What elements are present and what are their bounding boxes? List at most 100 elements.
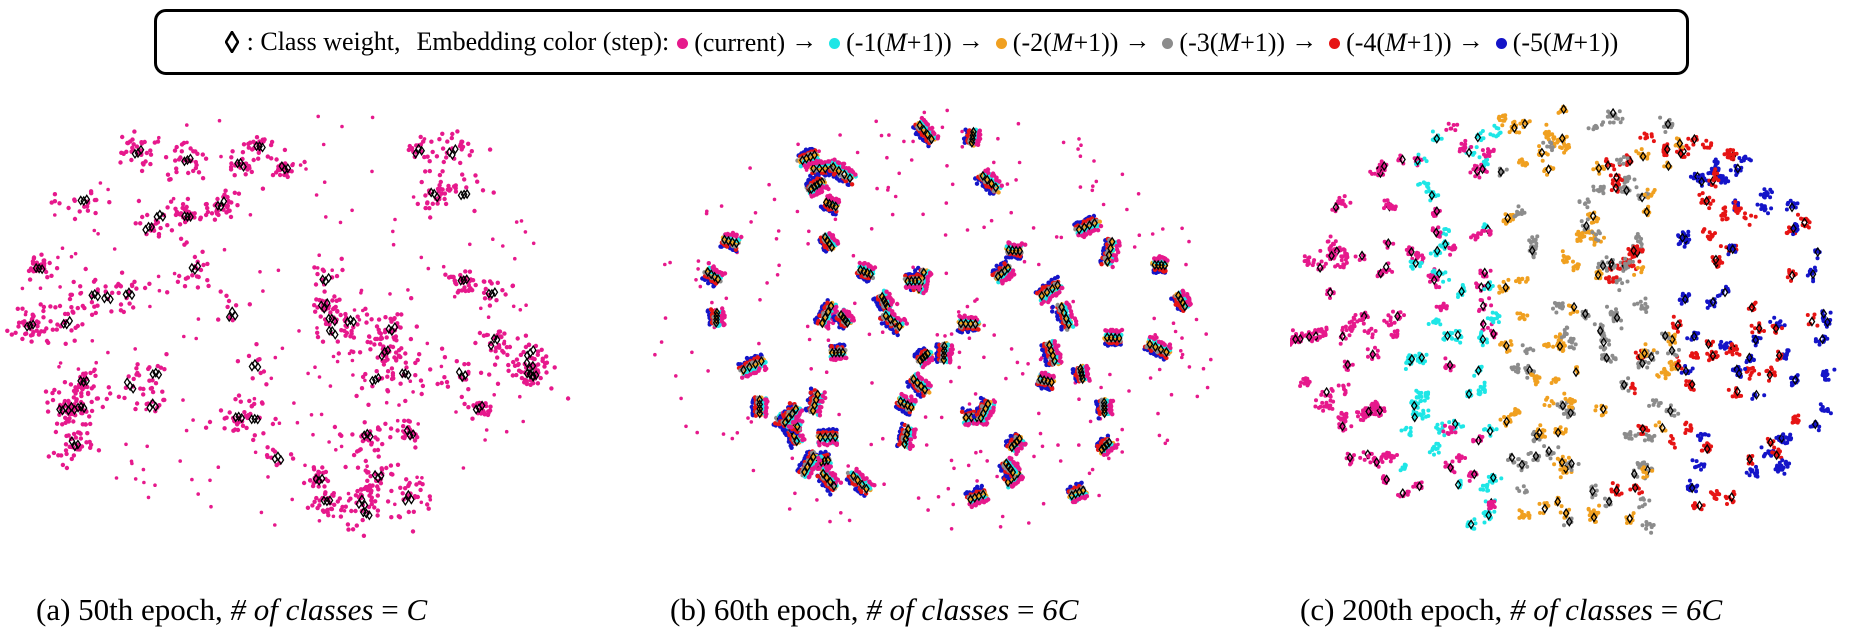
embedding-point	[423, 193, 428, 198]
embedding-point	[391, 242, 396, 247]
embedding-point	[262, 137, 267, 142]
embedding-point	[353, 508, 358, 514]
embedding-point	[49, 273, 54, 278]
embedding-point	[828, 492, 833, 497]
embedding-point	[124, 442, 128, 447]
embedding-point	[370, 483, 375, 488]
embedding-point	[236, 393, 242, 398]
embedding-point	[273, 416, 278, 422]
embedding-point	[403, 398, 408, 404]
embedding-point	[800, 419, 805, 424]
class-weight-marker	[1079, 373, 1086, 385]
embedding-point	[815, 321, 821, 326]
embedding-point	[145, 212, 150, 218]
embedding-point	[443, 201, 449, 207]
embedding-point	[736, 362, 741, 367]
class-weight-marker	[826, 476, 834, 488]
embedding-point	[130, 145, 135, 150]
embedding-point	[73, 385, 78, 390]
class-weight-marker	[1009, 466, 1017, 478]
embedding-point	[746, 416, 750, 420]
embedding-point	[392, 355, 397, 360]
embedding-point	[493, 349, 498, 354]
embedding-point	[376, 327, 381, 332]
embedding-point	[458, 272, 463, 278]
embedding-point	[133, 347, 137, 351]
embedding-point	[1194, 317, 1199, 322]
embedding-point	[1094, 179, 1099, 184]
embedding-point	[248, 213, 253, 217]
embedding-point	[355, 322, 360, 327]
embedding-point	[412, 438, 418, 443]
class-weight-marker	[854, 474, 862, 486]
embedding-point	[452, 278, 457, 283]
embedding-point	[92, 369, 96, 374]
class-weight-marker	[194, 261, 202, 272]
embedding-point	[810, 467, 816, 472]
embedding-point	[89, 408, 95, 414]
embedding-point	[358, 487, 364, 492]
class-weight-marker	[123, 377, 131, 388]
embedding-point	[1164, 355, 1169, 361]
embedding-point	[403, 486, 408, 491]
class-weight-marker	[523, 357, 531, 369]
embedding-point	[832, 472, 838, 477]
embedding-point	[89, 312, 95, 317]
class-weight-marker	[781, 417, 789, 428]
class-weight-marker	[1004, 477, 1012, 488]
embedding-point	[289, 169, 294, 174]
class-weight-marker	[910, 374, 918, 385]
embedding-point	[164, 352, 169, 357]
embedding-point	[257, 357, 262, 362]
class-weight-marker	[325, 272, 333, 284]
embedding-point	[124, 149, 129, 154]
class-weight-marker	[66, 315, 74, 327]
embedding-point	[24, 310, 28, 314]
embedding-point	[510, 283, 516, 288]
embedding-point	[295, 420, 300, 425]
embedding-point	[486, 333, 491, 337]
embedding-point	[235, 359, 241, 364]
embedding-point	[130, 461, 134, 466]
embedding-point	[483, 438, 487, 442]
embedding-point	[155, 363, 160, 369]
embedding-point	[1037, 262, 1041, 267]
embedding-point	[1114, 244, 1119, 249]
embedding-point	[1157, 367, 1162, 372]
embedding-point	[244, 425, 249, 431]
embedding-point	[511, 359, 516, 365]
embedding-point	[139, 168, 145, 174]
embedding-point	[425, 502, 430, 507]
class-weight-marker	[278, 160, 286, 172]
embedding-point	[663, 262, 667, 267]
embedding-point	[185, 123, 189, 127]
embedding-point	[1087, 471, 1092, 476]
embedding-point	[207, 419, 213, 425]
embedding-point	[57, 303, 63, 309]
embedding-point	[71, 388, 77, 394]
embedding-point	[428, 215, 433, 220]
embedding-point	[269, 376, 274, 381]
embedding-point	[79, 393, 84, 399]
embedding-point	[98, 181, 103, 185]
embedding-point	[306, 371, 310, 376]
embedding-point	[156, 274, 161, 279]
embedding-point	[222, 426, 227, 431]
class-weight-marker	[491, 287, 499, 298]
embedding-point	[459, 147, 464, 152]
embedding-point	[1046, 280, 1051, 285]
embedding-point	[839, 511, 843, 515]
embedding-point	[911, 139, 915, 144]
embedding-point	[962, 313, 967, 318]
embedding-point	[319, 412, 324, 417]
embedding-point	[414, 324, 419, 329]
class-weight-marker	[107, 294, 114, 305]
class-weight-marker	[862, 483, 870, 494]
embedding-point	[83, 266, 88, 272]
embedding-point	[185, 209, 190, 214]
embedding-point	[390, 373, 396, 378]
embedding-point	[165, 172, 171, 177]
embedding-point	[169, 228, 175, 233]
embedding-point	[332, 305, 337, 311]
embedding-point	[1022, 259, 1027, 264]
